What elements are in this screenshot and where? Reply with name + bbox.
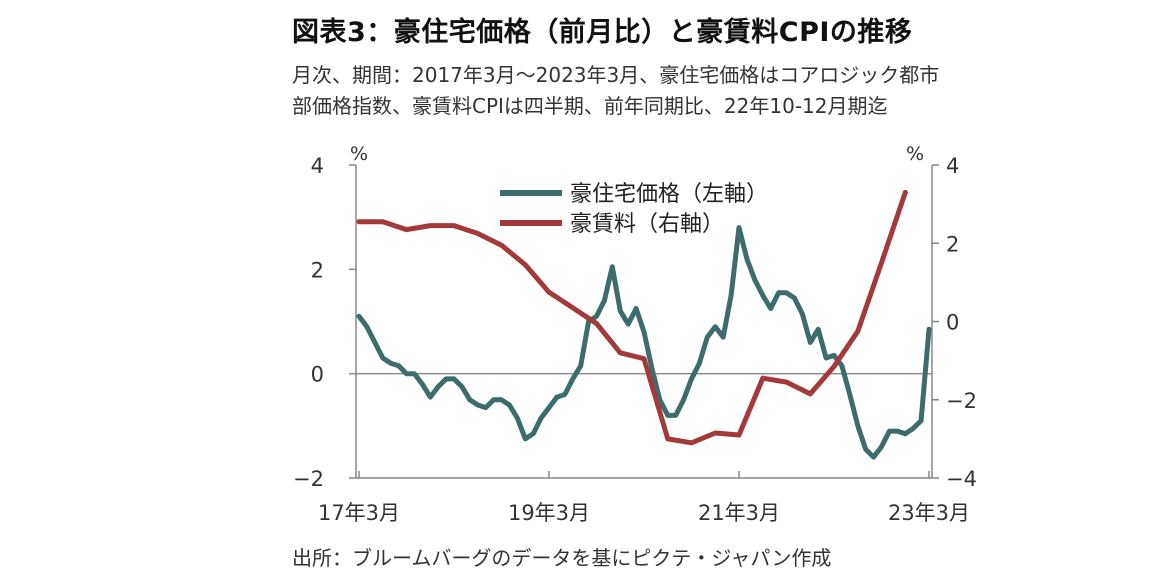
- subtitle-line-1: 月次、期間：2017年3月～2023年3月、豪住宅価格はコアロジック都市: [292, 63, 940, 87]
- right-tick-label: −2: [946, 389, 977, 413]
- rent-series-line: [356, 189, 908, 446]
- left-tick-label: −2: [293, 467, 324, 491]
- x-tick-label: 23年3月: [888, 501, 970, 525]
- x-tick-label: 21年3月: [698, 501, 780, 525]
- left-tick-label: 0: [311, 363, 324, 387]
- legend-label-house: 豪住宅価格（左軸）: [570, 182, 768, 207]
- left-unit-label: %: [350, 143, 368, 165]
- right-unit-label: %: [906, 143, 924, 165]
- left-tick-label: 4: [311, 154, 324, 178]
- right-tick-label: 4: [946, 154, 959, 178]
- right-tick-label: −4: [946, 467, 977, 491]
- house-price-series-line: [356, 225, 932, 460]
- x-tick-label: 19年3月: [508, 501, 590, 525]
- right-tick-label: 2: [946, 232, 959, 256]
- left-tick-label: 2: [311, 258, 324, 282]
- subtitle-line-2: 部価格指数、豪賃料CPIは四半期、前年同期比、22年10-12月期迄: [292, 94, 888, 118]
- legend-label-rent: 豪賃料（右軸）: [570, 212, 724, 237]
- chart-title: 図表3：豪住宅価格（前月比）と豪賃料CPIの推移: [292, 17, 913, 48]
- right-tick-label: 0: [946, 311, 959, 335]
- source-note: 出所：ブルームバーグのデータを基にピクテ・ジャパン作成: [292, 546, 832, 570]
- chart-subtitle: 月次、期間：2017年3月～2023年3月、豪住宅価格はコアロジック都市 部価格…: [292, 60, 1012, 122]
- x-tick-label: 17年3月: [318, 501, 400, 525]
